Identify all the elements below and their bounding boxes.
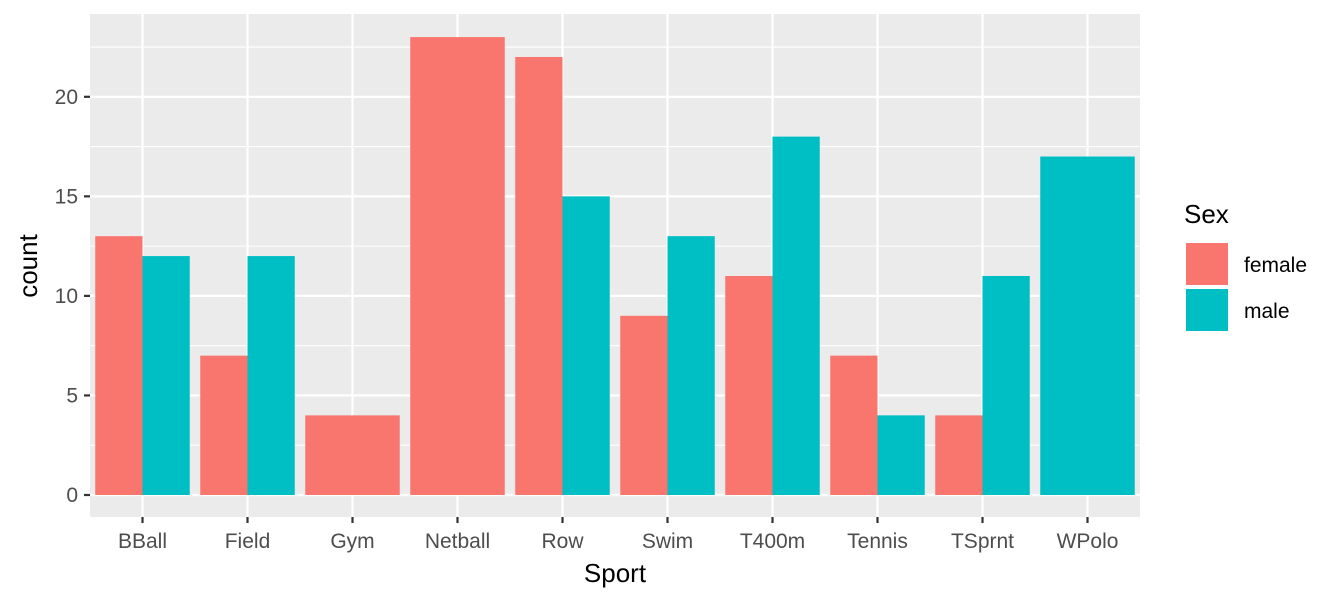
bar-female bbox=[935, 415, 983, 495]
legend-label-male: male bbox=[1244, 300, 1290, 323]
x-tick-label: Field bbox=[225, 530, 271, 553]
bar-male bbox=[1040, 156, 1135, 495]
x-tick-label: WPolo bbox=[1057, 530, 1119, 553]
x-tick-label: TSprnt bbox=[951, 530, 1014, 553]
x-axis: BBall Field Gym Netball Row Swim T400m Tennis TS… bbox=[118, 517, 1118, 553]
x-axis-title: Sport bbox=[584, 558, 647, 588]
y-axis: 0 5 10 15 20 bbox=[55, 86, 90, 507]
legend-title: Sex bbox=[1184, 199, 1229, 229]
bars bbox=[95, 37, 1135, 496]
x-tick-label: T400m bbox=[740, 530, 805, 553]
bar-male bbox=[982, 275, 1030, 495]
x-tick-label: BBall bbox=[118, 530, 167, 553]
legend-label-female: female bbox=[1244, 254, 1307, 277]
y-tick-label: 5 bbox=[66, 384, 78, 407]
bar-female bbox=[725, 275, 773, 495]
bar-male bbox=[877, 415, 925, 495]
bar-female bbox=[95, 236, 143, 496]
bar-male bbox=[562, 196, 610, 495]
x-tick-label: Netball bbox=[425, 530, 490, 553]
x-tick-label: Swim bbox=[642, 530, 693, 553]
bar-female bbox=[305, 415, 400, 495]
y-axis-title: count bbox=[13, 233, 43, 297]
bar-female bbox=[620, 315, 668, 495]
y-tick-label: 20 bbox=[55, 86, 78, 109]
bar-male bbox=[772, 136, 820, 495]
bar-female bbox=[830, 355, 878, 495]
x-tick-label: Tennis bbox=[847, 530, 908, 553]
bar-female bbox=[410, 37, 505, 495]
legend: Sex female male bbox=[1184, 199, 1307, 331]
bar-male bbox=[142, 256, 190, 495]
bar-female bbox=[200, 355, 248, 495]
y-tick-label: 10 bbox=[55, 285, 78, 308]
x-tick-label: Row bbox=[541, 530, 584, 553]
legend-key-male bbox=[1186, 289, 1228, 331]
legend-key-female bbox=[1186, 243, 1228, 285]
y-tick-label: 15 bbox=[55, 185, 78, 208]
x-tick-label: Gym bbox=[330, 530, 374, 553]
y-tick-label: 0 bbox=[66, 484, 78, 507]
bar-male bbox=[667, 236, 715, 496]
bar-female bbox=[515, 56, 563, 495]
bar-male bbox=[247, 256, 295, 495]
